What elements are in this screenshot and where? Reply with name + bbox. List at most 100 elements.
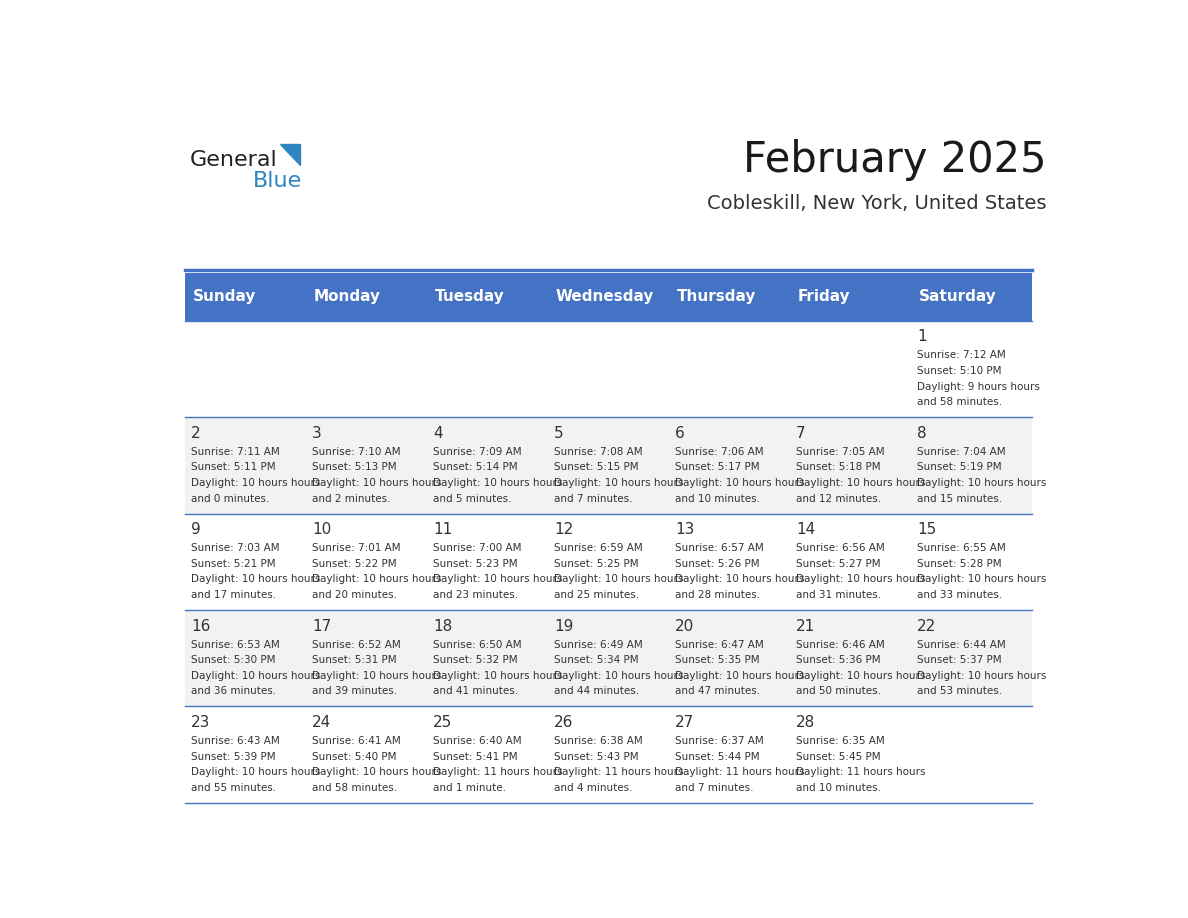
Bar: [911, 514, 1032, 610]
Text: 25: 25: [432, 715, 453, 730]
Text: and 25 minutes.: and 25 minutes.: [554, 590, 639, 600]
Text: 5: 5: [554, 426, 563, 441]
Text: Daylight: 10 hours hours: Daylight: 10 hours hours: [432, 478, 562, 488]
Bar: [428, 707, 549, 803]
Text: Sunset: 5:32 PM: Sunset: 5:32 PM: [432, 655, 518, 666]
Text: Sunrise: 7:03 AM: Sunrise: 7:03 AM: [191, 543, 279, 554]
Text: and 50 minutes.: and 50 minutes.: [796, 687, 880, 697]
Text: and 47 minutes.: and 47 minutes.: [675, 687, 760, 697]
Bar: [428, 610, 549, 707]
Bar: [669, 707, 790, 803]
Text: Wednesday: Wednesday: [556, 289, 655, 304]
Text: Monday: Monday: [314, 289, 380, 304]
Text: and 5 minutes.: and 5 minutes.: [432, 494, 511, 504]
Text: Daylight: 10 hours hours: Daylight: 10 hours hours: [554, 478, 683, 488]
Text: 8: 8: [917, 426, 927, 441]
Text: and 10 minutes.: and 10 minutes.: [796, 783, 880, 793]
Text: and 15 minutes.: and 15 minutes.: [917, 494, 1001, 504]
Bar: [549, 320, 669, 417]
Text: Sunrise: 6:56 AM: Sunrise: 6:56 AM: [796, 543, 885, 554]
Bar: [549, 707, 669, 803]
Text: Thursday: Thursday: [677, 289, 756, 304]
Bar: [307, 707, 428, 803]
Text: 9: 9: [191, 522, 201, 537]
Text: 28: 28: [796, 715, 815, 730]
Text: Sunrise: 6:40 AM: Sunrise: 6:40 AM: [432, 736, 522, 746]
Text: and 44 minutes.: and 44 minutes.: [554, 687, 639, 697]
Bar: [790, 320, 911, 417]
Bar: [307, 514, 428, 610]
Text: 23: 23: [191, 715, 210, 730]
Text: Daylight: 10 hours hours: Daylight: 10 hours hours: [432, 575, 562, 585]
Text: Sunset: 5:41 PM: Sunset: 5:41 PM: [432, 752, 518, 762]
Text: 27: 27: [675, 715, 694, 730]
Text: and 58 minutes.: and 58 minutes.: [917, 397, 1001, 408]
Bar: [307, 320, 428, 417]
Text: Daylight: 10 hours hours: Daylight: 10 hours hours: [191, 671, 321, 681]
Text: Daylight: 10 hours hours: Daylight: 10 hours hours: [917, 575, 1047, 585]
Text: Sunset: 5:17 PM: Sunset: 5:17 PM: [675, 463, 759, 473]
Text: Daylight: 10 hours hours: Daylight: 10 hours hours: [191, 767, 321, 778]
Bar: [669, 320, 790, 417]
Text: Daylight: 10 hours hours: Daylight: 10 hours hours: [554, 671, 683, 681]
Text: Sunrise: 6:59 AM: Sunrise: 6:59 AM: [554, 543, 643, 554]
Bar: [428, 514, 549, 610]
Bar: [307, 417, 428, 514]
Text: Friday: Friday: [797, 289, 851, 304]
Text: and 7 minutes.: and 7 minutes.: [554, 494, 632, 504]
Text: Daylight: 10 hours hours: Daylight: 10 hours hours: [675, 671, 804, 681]
Text: 12: 12: [554, 522, 573, 537]
Text: Sunset: 5:37 PM: Sunset: 5:37 PM: [917, 655, 1001, 666]
Text: Sunset: 5:25 PM: Sunset: 5:25 PM: [554, 559, 638, 569]
Text: Sunrise: 6:44 AM: Sunrise: 6:44 AM: [917, 640, 1005, 650]
Bar: [549, 610, 669, 707]
Bar: [669, 417, 790, 514]
Text: Daylight: 10 hours hours: Daylight: 10 hours hours: [796, 575, 925, 585]
Text: Daylight: 10 hours hours: Daylight: 10 hours hours: [917, 478, 1047, 488]
Text: and 36 minutes.: and 36 minutes.: [191, 687, 276, 697]
Text: Sunset: 5:30 PM: Sunset: 5:30 PM: [191, 655, 276, 666]
Bar: [790, 417, 911, 514]
Text: and 39 minutes.: and 39 minutes.: [312, 687, 397, 697]
Bar: [185, 514, 307, 610]
Text: 4: 4: [432, 426, 442, 441]
Text: Saturday: Saturday: [918, 289, 997, 304]
Bar: [185, 610, 307, 707]
Text: 18: 18: [432, 619, 453, 633]
Text: Daylight: 10 hours hours: Daylight: 10 hours hours: [675, 575, 804, 585]
Text: Sunrise: 6:41 AM: Sunrise: 6:41 AM: [312, 736, 400, 746]
Text: Sunset: 5:40 PM: Sunset: 5:40 PM: [312, 752, 397, 762]
Text: Sunrise: 6:47 AM: Sunrise: 6:47 AM: [675, 640, 764, 650]
Bar: [549, 514, 669, 610]
Text: Sunrise: 7:01 AM: Sunrise: 7:01 AM: [312, 543, 400, 554]
Text: Sunday: Sunday: [192, 289, 257, 304]
Text: Sunrise: 6:49 AM: Sunrise: 6:49 AM: [554, 640, 643, 650]
Text: Sunset: 5:44 PM: Sunset: 5:44 PM: [675, 752, 759, 762]
Text: Sunrise: 6:50 AM: Sunrise: 6:50 AM: [432, 640, 522, 650]
Text: 24: 24: [312, 715, 331, 730]
Text: 21: 21: [796, 619, 815, 633]
Text: and 4 minutes.: and 4 minutes.: [554, 783, 632, 793]
Text: 20: 20: [675, 619, 694, 633]
Text: Daylight: 10 hours hours: Daylight: 10 hours hours: [312, 671, 441, 681]
Text: February 2025: February 2025: [742, 139, 1047, 181]
Text: 16: 16: [191, 619, 210, 633]
Text: Daylight: 10 hours hours: Daylight: 10 hours hours: [796, 671, 925, 681]
Text: 7: 7: [796, 426, 805, 441]
Text: and 1 minute.: and 1 minute.: [432, 783, 506, 793]
Text: Sunrise: 6:55 AM: Sunrise: 6:55 AM: [917, 543, 1005, 554]
Text: and 58 minutes.: and 58 minutes.: [312, 783, 397, 793]
Text: and 33 minutes.: and 33 minutes.: [917, 590, 1001, 600]
Bar: [428, 320, 549, 417]
Text: and 17 minutes.: and 17 minutes.: [191, 590, 276, 600]
Text: and 20 minutes.: and 20 minutes.: [312, 590, 397, 600]
Text: and 7 minutes.: and 7 minutes.: [675, 783, 753, 793]
Text: and 23 minutes.: and 23 minutes.: [432, 590, 518, 600]
Text: Sunset: 5:35 PM: Sunset: 5:35 PM: [675, 655, 759, 666]
Text: Daylight: 11 hours hours: Daylight: 11 hours hours: [432, 767, 562, 778]
Text: Sunrise: 6:52 AM: Sunrise: 6:52 AM: [312, 640, 400, 650]
Text: Sunset: 5:23 PM: Sunset: 5:23 PM: [432, 559, 518, 569]
Text: Sunset: 5:11 PM: Sunset: 5:11 PM: [191, 463, 276, 473]
Text: Cobleskill, New York, United States: Cobleskill, New York, United States: [707, 194, 1047, 213]
Bar: [669, 610, 790, 707]
